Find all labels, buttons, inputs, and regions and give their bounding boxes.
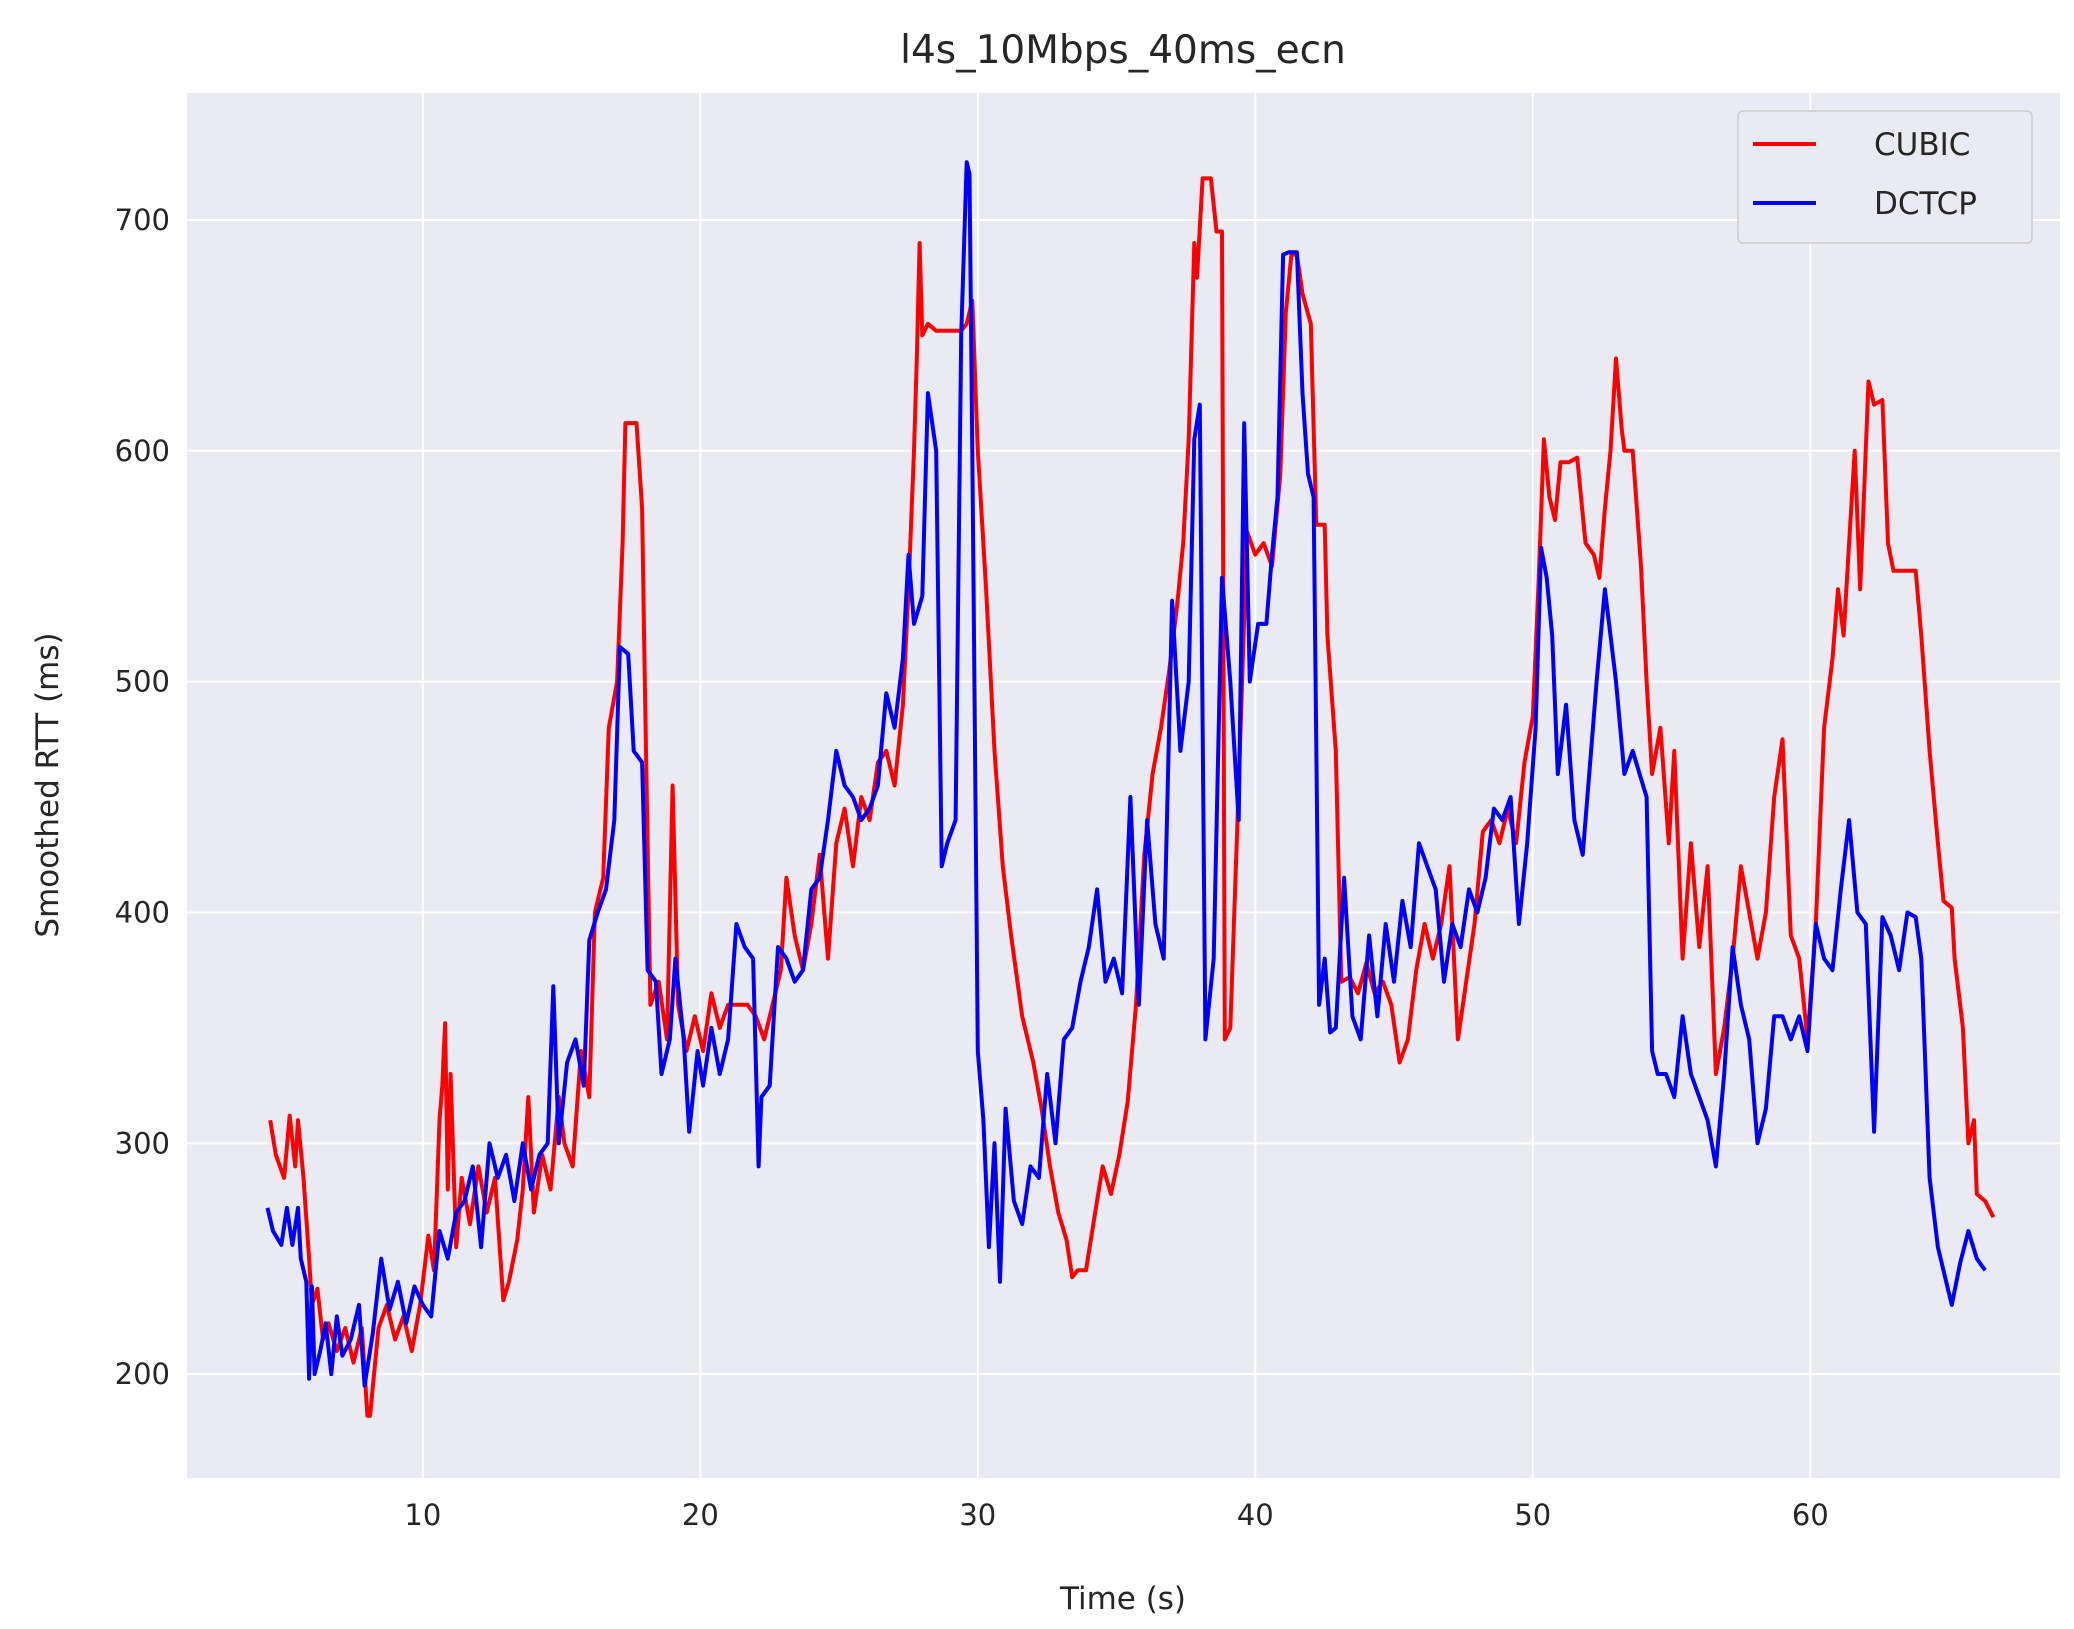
x-tick-label: 40 [1237, 1498, 1274, 1532]
x-tick-label: 10 [404, 1498, 441, 1532]
series-line-dctcp [265, 160, 1987, 1388]
y-tick-label: 500 [115, 665, 170, 699]
legend-label-cubic: CUBIC [1874, 127, 1970, 163]
grid-lines [187, 93, 2060, 1478]
plot-area [187, 93, 2060, 1478]
series-line-cubic [268, 176, 1996, 1418]
x-tick-label: 20 [682, 1498, 719, 1532]
y-tick-label: 700 [115, 203, 170, 237]
x-tick-label: 30 [959, 1498, 996, 1532]
x-tick-label: 50 [1514, 1498, 1551, 1532]
tick-labels: 10 20 30 40 50 60 200 300 400 500 600 700 [115, 203, 1829, 1532]
y-axis-label: Smoothed RTT (ms) [30, 632, 66, 937]
x-axis-label: Time (s) [1059, 1581, 1186, 1617]
y-tick-label: 400 [115, 895, 170, 929]
y-tick-label: 600 [115, 434, 170, 468]
y-tick-label: 300 [115, 1126, 170, 1160]
y-tick-label: 200 [115, 1357, 170, 1391]
legend-label-dctcp: DCTCP [1874, 186, 1977, 222]
legend: CUBIC DCTCP [1737, 110, 2033, 244]
chart-title: l4s_10Mbps_40ms_ecn [900, 28, 1346, 73]
x-tick-label: 60 [1792, 1498, 1829, 1532]
series-lines [265, 160, 1996, 1418]
